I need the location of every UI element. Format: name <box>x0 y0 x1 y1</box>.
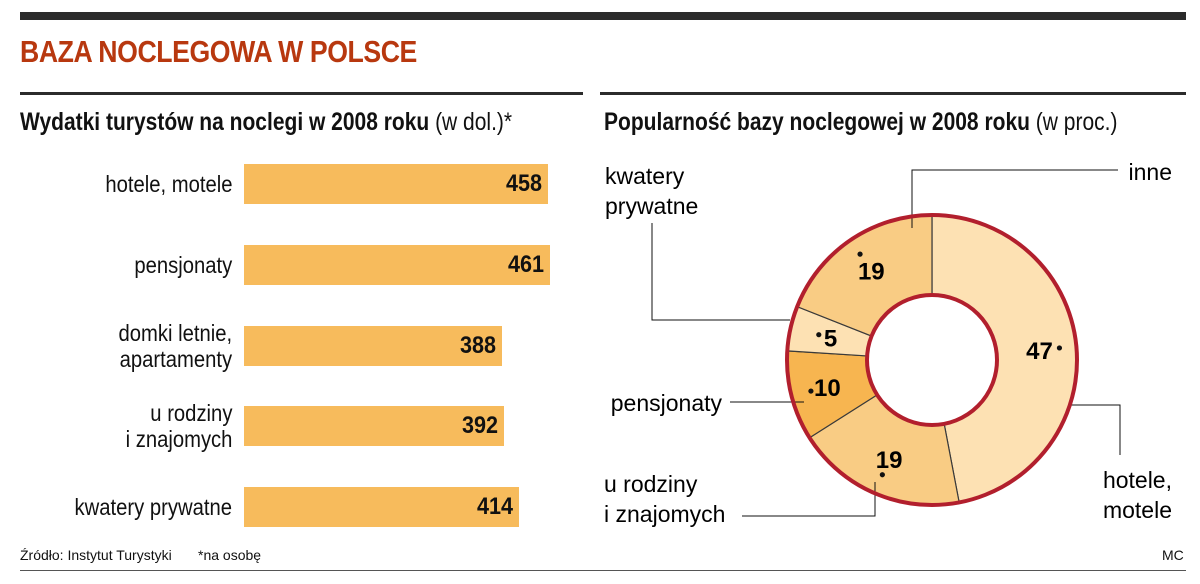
source-note: Źródło: Instytut Turystyki <box>20 547 172 563</box>
page-title: BAZA NOCLEGOWA W POLSCE <box>20 34 417 69</box>
bar-value-label: 388 <box>459 332 496 359</box>
bottom-rule <box>20 570 1186 571</box>
leader-line <box>742 482 876 517</box>
bar-category-label: u rodziny i znajomych <box>125 400 232 452</box>
pie-chart-unit: (w proc.) <box>1035 108 1118 136</box>
pie-value-label: 10 <box>814 375 841 402</box>
bar-2 <box>244 326 502 366</box>
right-section-rule <box>600 92 1186 95</box>
pie-chart-title: Popularność bazy noclegowej w 2008 roku … <box>604 108 1117 137</box>
bar-chart-title: Wydatki turystów na noclegi w 2008 roku … <box>20 108 512 137</box>
leader-dot <box>808 388 814 394</box>
leader-dot <box>816 332 822 338</box>
bar-1 <box>244 245 550 285</box>
bar-chart-unit: (w dol.)* <box>435 108 513 136</box>
pie-value-label: 19 <box>876 447 903 474</box>
leader-line <box>911 169 1118 228</box>
bar-chart-title-text: Wydatki turystów na noclegi w 2008 roku <box>20 108 430 136</box>
donut-outer-ring <box>785 213 1079 507</box>
leader-dot <box>879 472 885 478</box>
leader-line <box>651 223 790 321</box>
bar-0 <box>244 164 548 204</box>
bar-category-label: hotele, motele <box>104 171 232 197</box>
bar-4 <box>244 487 519 527</box>
bar-category-label: domki letnie, apartamenty <box>118 320 232 372</box>
leader-line <box>1068 404 1121 455</box>
pie-slice-label: kwatery prywatne <box>605 163 698 219</box>
author-initials: MC <box>1162 547 1184 563</box>
bar-category-label: pensjonaty <box>134 252 232 278</box>
bar-category-label: kwatery prywatne <box>74 494 232 520</box>
bar-3 <box>244 406 505 446</box>
pie-value-label: 47 <box>1026 338 1053 365</box>
left-section-rule <box>20 92 583 95</box>
pie-slice-label: pensjonaty <box>611 390 723 416</box>
pie-slice-label: hotele, motele <box>1103 467 1172 523</box>
pie-slice-label: inne <box>1129 159 1172 185</box>
bar-value-label: 414 <box>476 493 513 520</box>
bar-value-label: 392 <box>462 412 499 439</box>
donut-hole <box>865 293 999 427</box>
leader-dot <box>857 251 863 257</box>
top-rule <box>20 12 1186 20</box>
leader-dot <box>1056 345 1063 351</box>
pie-chart-title-text: Popularność bazy noclegowej w 2008 roku <box>604 108 1030 136</box>
per-person-note: *na osobę <box>198 547 262 563</box>
bar-value-label: 461 <box>507 251 544 278</box>
pie-value-label: 19 <box>858 259 885 286</box>
pie-slice-label: u rodziny i znajomych <box>604 471 725 527</box>
bar-value-label: 458 <box>505 170 542 197</box>
pie-value-label: 5 <box>824 325 837 352</box>
